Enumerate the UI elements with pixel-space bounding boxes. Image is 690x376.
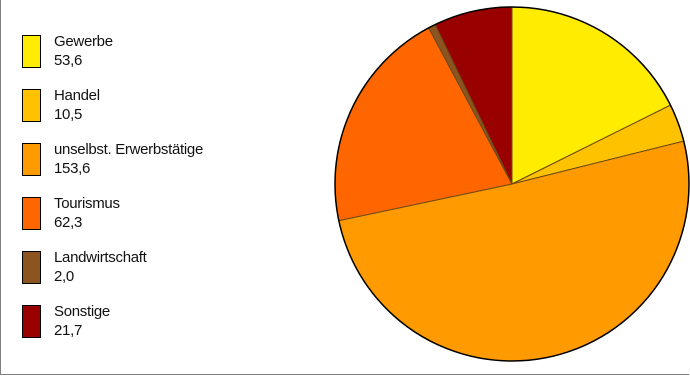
legend-item: Gewerbe 53,6: [22, 32, 322, 76]
legend-text: Landwirtschaft 2,0: [54, 248, 147, 286]
legend-item: Handel 10,5: [22, 86, 322, 130]
legend-swatch: [22, 35, 41, 68]
legend-value: 21,7: [54, 322, 82, 339]
legend-label: unselbst. Erwerbstätige: [54, 141, 204, 158]
legend-label: Sonstige: [54, 303, 110, 320]
legend-swatch: [22, 251, 41, 284]
pie-outline: [334, 6, 690, 362]
legend-label: Handel: [54, 87, 100, 104]
legend-value: 62,3: [54, 214, 82, 231]
legend-label: Gewerbe: [54, 33, 113, 50]
legend-swatch: [22, 89, 41, 122]
legend-item: Landwirtschaft 2,0: [22, 248, 322, 292]
legend-text: Handel 10,5: [54, 86, 100, 124]
legend-swatch: [22, 143, 41, 176]
legend-text: Gewerbe 53,6: [54, 32, 113, 70]
legend-label: Tourismus: [54, 195, 120, 212]
legend-text: Tourismus 62,3: [54, 194, 120, 232]
legend-item: unselbst. Erwerbstätige 153,6: [22, 140, 322, 184]
legend-swatch: [22, 197, 41, 230]
legend-item: Tourismus 62,3: [22, 194, 322, 238]
legend-item: Sonstige 21,7: [22, 302, 322, 346]
legend-value: 2,0: [54, 268, 74, 285]
legend-text: Sonstige 21,7: [54, 302, 110, 340]
legend-swatch: [22, 305, 41, 338]
legend-value: 53,6: [54, 52, 82, 69]
legend-value: 10,5: [54, 106, 82, 123]
legend-text: unselbst. Erwerbstätige 153,6: [54, 140, 203, 178]
legend-label: Landwirtschaft: [54, 249, 147, 266]
legend-value: 153,6: [54, 160, 91, 177]
